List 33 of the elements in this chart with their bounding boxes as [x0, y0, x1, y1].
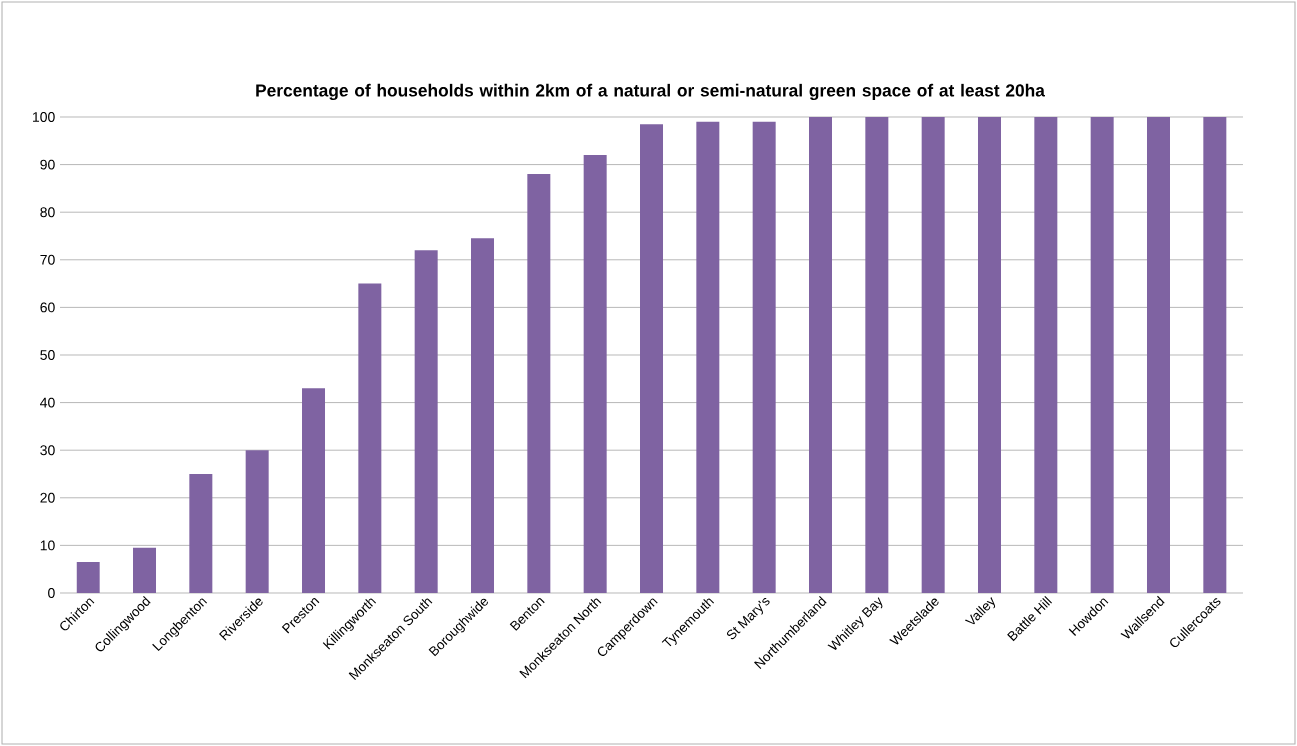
y-tick-label: 30 [40, 445, 55, 456]
y-tick-label: 100 [33, 112, 55, 122]
bar [1034, 116, 1058, 593]
bar [358, 283, 382, 593]
y-tick-label: 0 [48, 588, 55, 598]
y-tick-label: 60 [40, 302, 55, 313]
bar [696, 121, 720, 593]
bar [527, 174, 551, 593]
y-tick-label: 50 [40, 350, 55, 360]
bar [1203, 116, 1227, 593]
y-tick-label: 10 [40, 540, 55, 551]
bar [583, 155, 607, 593]
bar [76, 562, 100, 593]
bar [1090, 116, 1114, 593]
bar [189, 473, 213, 593]
y-tick-label: 20 [40, 492, 55, 503]
bar [809, 116, 832, 593]
y-tick-label: 80 [40, 207, 55, 218]
bar [865, 116, 889, 593]
bar [302, 388, 325, 593]
y-tick-label: 40 [40, 397, 55, 408]
y-tick-label: 90 [40, 159, 55, 170]
bar [414, 250, 438, 593]
bar [133, 547, 157, 593]
bar [978, 116, 1001, 593]
bar [1147, 116, 1170, 593]
bar [921, 116, 945, 593]
bar [245, 450, 269, 593]
bar [471, 238, 495, 593]
chart-title: Percentage of households within 2km of a natural or semi-natural green space of at least 20ha [256, 83, 1045, 101]
bar [752, 121, 776, 593]
bar [640, 124, 664, 593]
y-tick-label: 70 [40, 254, 55, 265]
